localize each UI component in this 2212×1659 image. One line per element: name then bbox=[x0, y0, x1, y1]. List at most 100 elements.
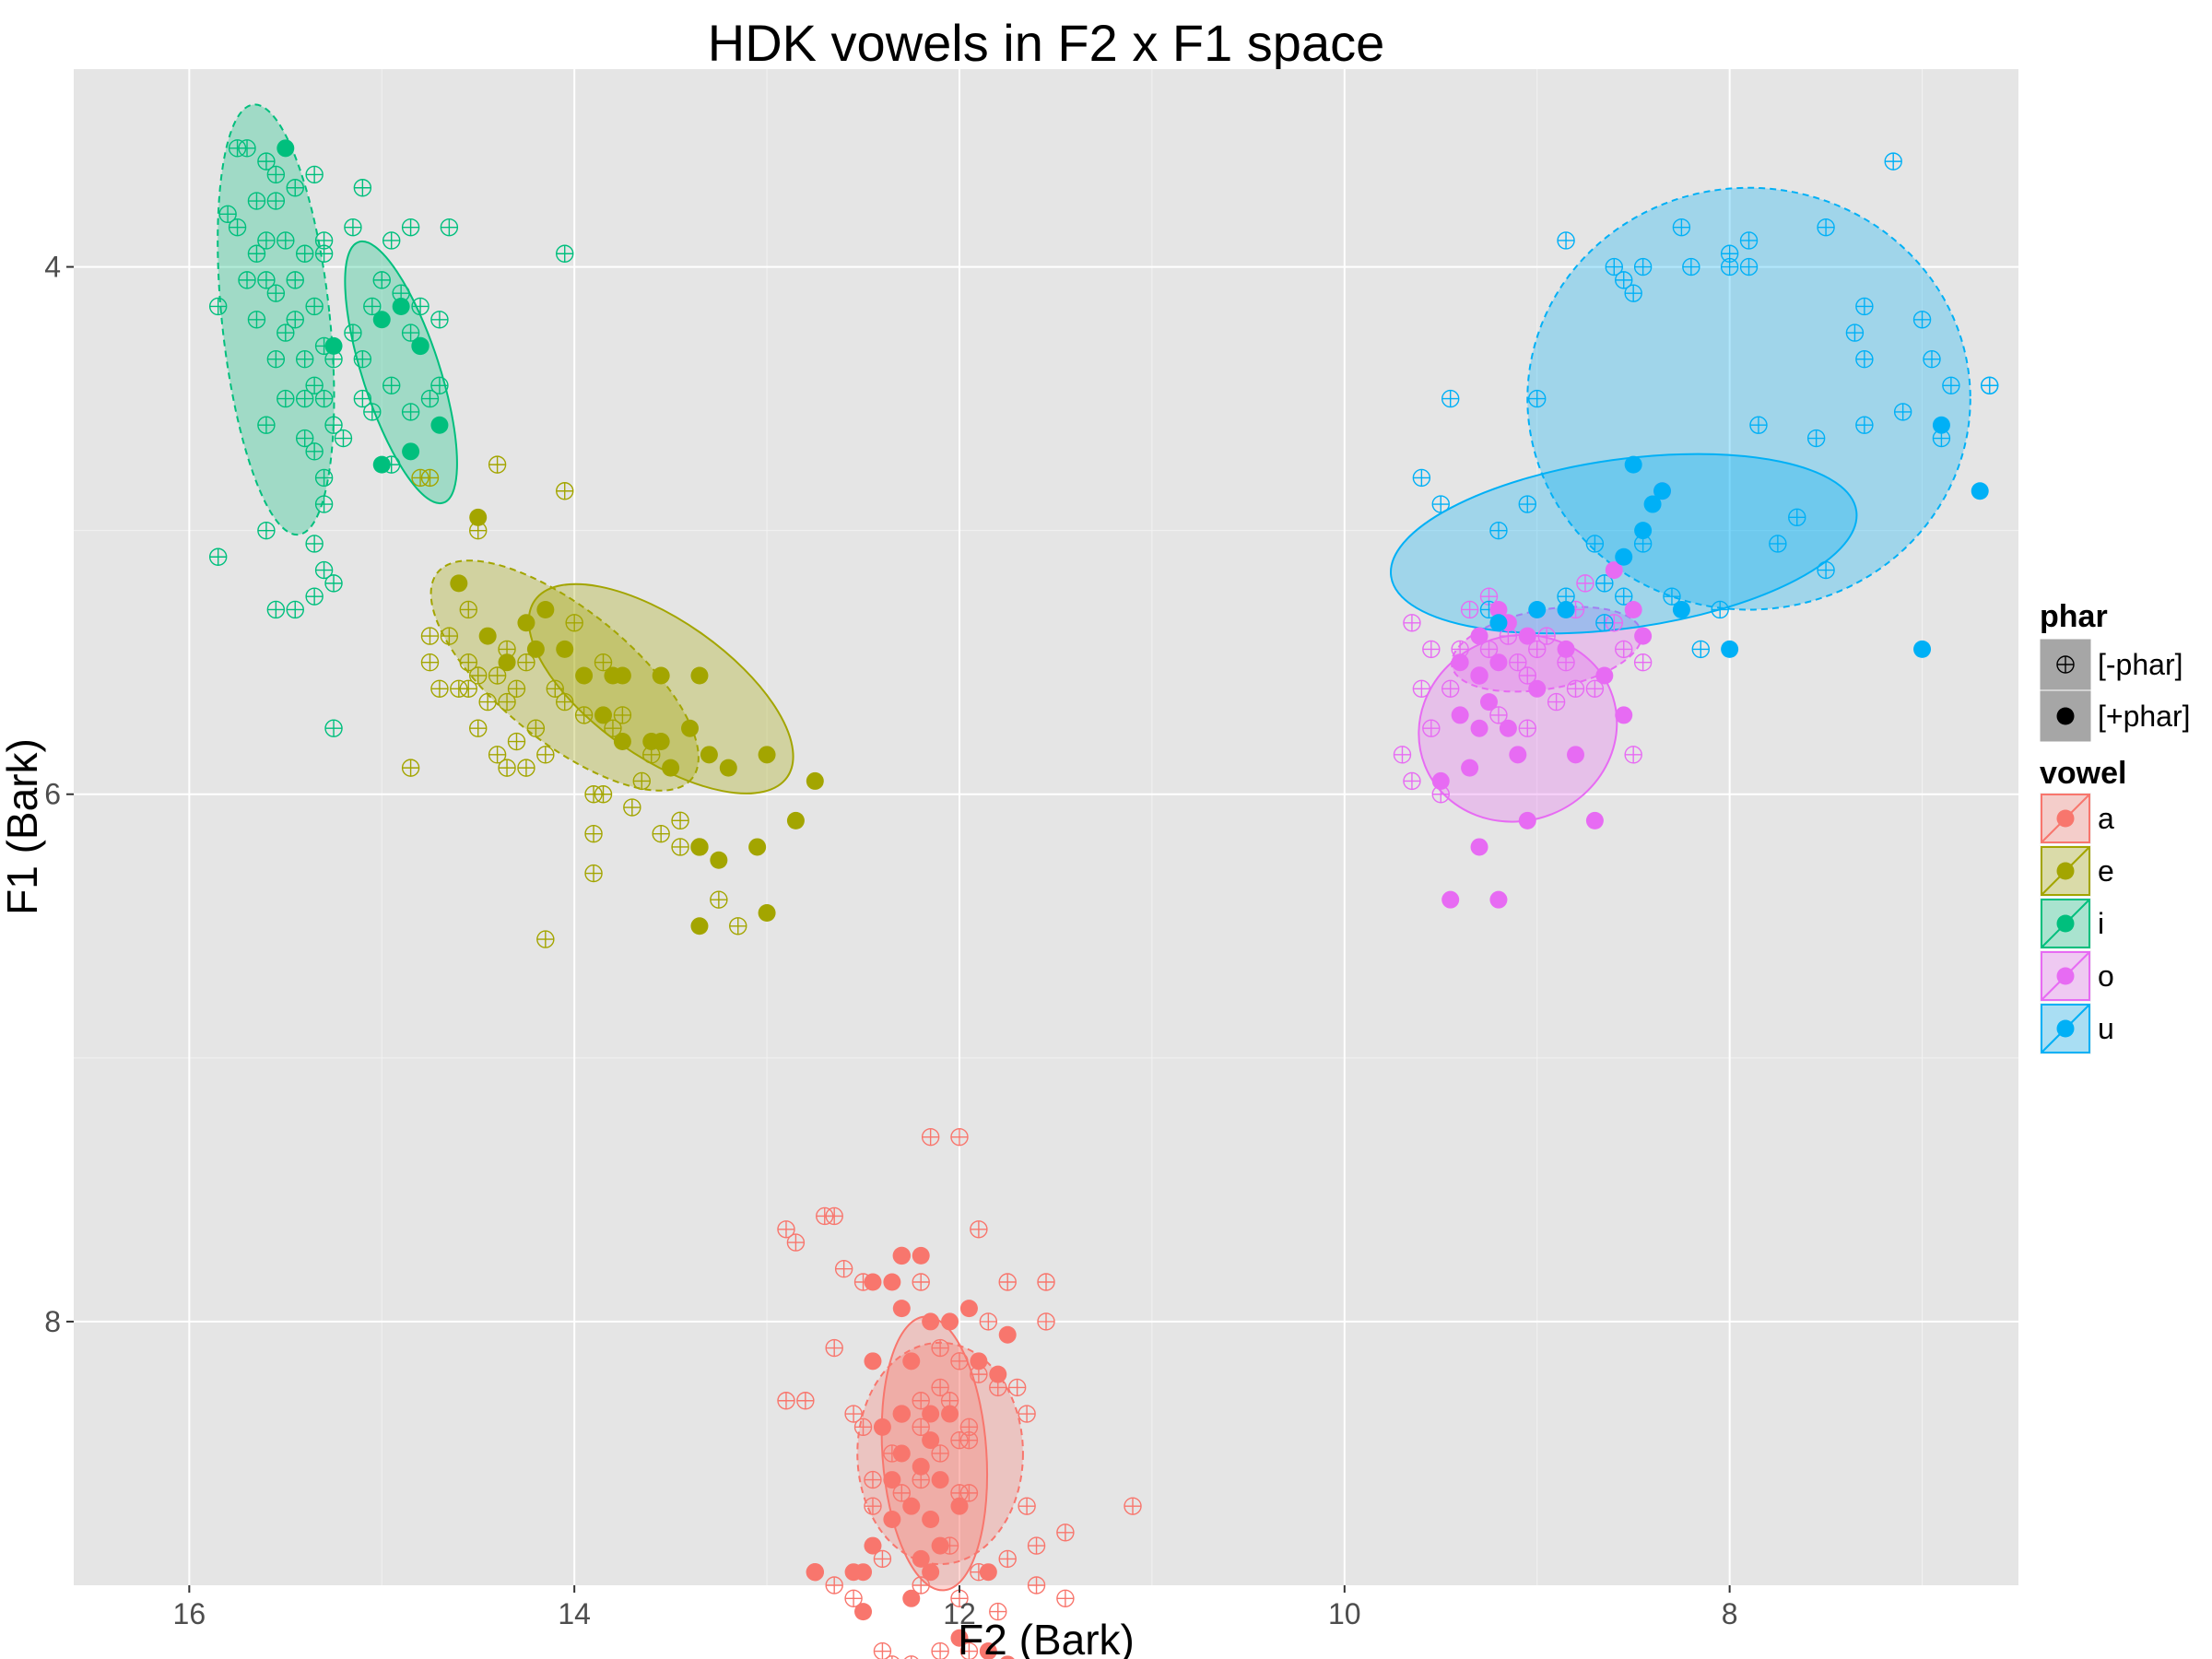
legend-key-vowel: i bbox=[2040, 898, 2104, 949]
point-i-minus-phar bbox=[295, 389, 314, 408]
point-u-plus-phar bbox=[1971, 482, 1989, 500]
point-a-plus-phar bbox=[979, 1563, 997, 1582]
point-o-minus-phar bbox=[1412, 679, 1431, 699]
point-u-minus-phar bbox=[1682, 257, 1700, 276]
point-i-minus-phar bbox=[286, 179, 304, 197]
point-u-plus-phar bbox=[1721, 640, 1739, 658]
point-e-minus-phar bbox=[469, 719, 488, 737]
point-e-minus-phar bbox=[584, 864, 603, 883]
x-tick-label: 14 bbox=[558, 1597, 591, 1630]
point-o-minus-phar bbox=[1547, 692, 1566, 712]
point-u-minus-phar bbox=[1942, 376, 1960, 395]
point-a-plus-phar bbox=[922, 1312, 940, 1331]
point-e-minus-phar bbox=[536, 930, 555, 948]
point-o-plus-phar bbox=[1451, 706, 1469, 724]
point-o-minus-phar bbox=[1576, 574, 1594, 593]
point-u-minus-phar bbox=[1912, 311, 1932, 329]
point-a-plus-phar bbox=[922, 1405, 940, 1423]
point-e-plus-phar bbox=[690, 666, 709, 685]
point-i-minus-phar bbox=[208, 547, 228, 566]
point-a-plus-phar bbox=[806, 1563, 824, 1582]
point-e-plus-phar bbox=[681, 719, 700, 737]
point-e-plus-phar bbox=[690, 838, 709, 856]
point-i-minus-phar bbox=[305, 165, 324, 184]
legend-symbol-vowel bbox=[2056, 862, 2075, 880]
point-u-minus-phar bbox=[1633, 257, 1653, 276]
legend-key-vowel: o bbox=[2040, 950, 2114, 1002]
x-tick-label: 16 bbox=[173, 1597, 206, 1630]
point-u-plus-phar bbox=[1489, 614, 1508, 632]
point-u-plus-phar bbox=[1634, 522, 1653, 540]
point-u-minus-phar bbox=[1739, 231, 1759, 250]
point-o-plus-phar bbox=[1489, 653, 1508, 672]
point-i-minus-phar bbox=[286, 271, 304, 289]
point-e-minus-phar bbox=[604, 719, 622, 737]
point-u-minus-phar bbox=[1711, 600, 1729, 619]
point-a-minus-phar bbox=[959, 1641, 979, 1659]
point-a-plus-phar bbox=[959, 1300, 978, 1318]
point-a-minus-phar bbox=[1027, 1536, 1046, 1555]
point-e-minus-phar bbox=[546, 679, 564, 699]
point-a-minus-phar bbox=[989, 1602, 1007, 1621]
point-e-plus-phar bbox=[517, 614, 535, 632]
point-i-minus-phar bbox=[266, 349, 286, 369]
point-e-minus-phar bbox=[574, 706, 594, 724]
point-i-minus-phar bbox=[344, 324, 362, 342]
point-e-minus-phar bbox=[459, 600, 477, 619]
point-o-plus-phar bbox=[1451, 653, 1469, 672]
point-a-minus-phar bbox=[1124, 1497, 1142, 1515]
point-e-minus-phar bbox=[469, 666, 488, 685]
legend-label-phar: [+phar] bbox=[2098, 700, 2191, 733]
point-a-minus-phar bbox=[950, 1127, 969, 1147]
point-i-minus-phar bbox=[257, 521, 276, 540]
legend-symbol-vowel bbox=[2056, 809, 2075, 828]
point-i-minus-phar bbox=[314, 495, 334, 513]
x-tick-label: 12 bbox=[943, 1597, 976, 1630]
point-a-minus-phar bbox=[873, 1549, 892, 1569]
point-i-plus-phar bbox=[411, 336, 429, 355]
point-e-plus-phar bbox=[478, 627, 497, 645]
point-a-minus-phar bbox=[844, 1405, 863, 1423]
point-o-minus-phar bbox=[1460, 600, 1479, 619]
point-u-plus-phar bbox=[1528, 600, 1547, 618]
point-o-plus-phar bbox=[1499, 719, 1517, 737]
chart-title: HDK vowels in F2 x F1 space bbox=[708, 14, 1384, 72]
point-a-minus-phar bbox=[844, 1589, 863, 1608]
legend-label-vowel: i bbox=[2098, 907, 2104, 940]
point-u-minus-phar bbox=[1855, 416, 1874, 434]
point-u-minus-phar bbox=[1855, 297, 1874, 316]
point-e-plus-phar bbox=[469, 508, 488, 526]
point-a-plus-phar bbox=[931, 1536, 949, 1555]
point-a-plus-phar bbox=[950, 1497, 969, 1515]
point-i-minus-phar bbox=[257, 416, 276, 434]
point-a-minus-phar bbox=[853, 1418, 873, 1437]
point-o-minus-phar bbox=[1585, 679, 1605, 699]
point-i-minus-phar bbox=[218, 205, 237, 224]
point-o-plus-phar bbox=[1431, 771, 1450, 790]
x-tick-label: 8 bbox=[1722, 1597, 1738, 1630]
point-e-minus-phar bbox=[488, 746, 507, 764]
point-o-minus-phar bbox=[1422, 640, 1441, 659]
point-e-minus-phar bbox=[556, 482, 574, 500]
point-i-minus-phar bbox=[257, 231, 276, 250]
point-e-minus-phar bbox=[498, 692, 516, 712]
point-i-minus-phar bbox=[266, 600, 286, 619]
point-a-minus-phar bbox=[777, 1220, 795, 1239]
point-o-plus-phar bbox=[1615, 706, 1633, 724]
point-a-plus-phar bbox=[902, 1589, 921, 1607]
point-o-plus-phar bbox=[1528, 679, 1547, 698]
point-a-minus-phar bbox=[1027, 1576, 1046, 1594]
point-i-minus-phar bbox=[295, 429, 314, 448]
point-u-minus-phar bbox=[1518, 495, 1536, 513]
point-i-plus-phar bbox=[372, 455, 391, 474]
point-a-minus-phar bbox=[912, 1418, 930, 1437]
point-u-minus-phar bbox=[1595, 614, 1614, 632]
legend-title-phar: phar bbox=[2040, 599, 2108, 634]
point-o-minus-phar bbox=[1518, 719, 1536, 737]
point-i-minus-phar bbox=[314, 244, 334, 263]
point-a-plus-phar bbox=[864, 1536, 882, 1555]
point-o-plus-phar bbox=[1518, 811, 1536, 830]
point-e-minus-phar bbox=[430, 679, 449, 699]
point-e-minus-phar bbox=[420, 653, 440, 672]
point-i-minus-phar bbox=[208, 297, 228, 316]
